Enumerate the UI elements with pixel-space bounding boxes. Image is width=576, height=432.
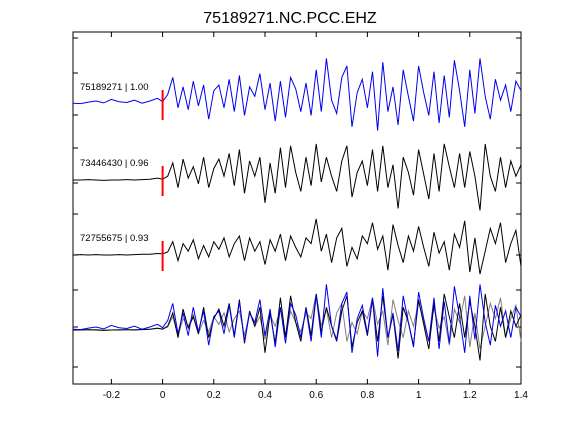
x-tick-label: 0.8 [360, 390, 374, 401]
trace-line [72, 58, 522, 131]
x-tick-label: 0.4 [258, 390, 272, 401]
x-tick-label: 0.2 [207, 390, 221, 401]
overlay-trace-line [72, 293, 522, 350]
x-axis-ticks: -0.2 0 0.2 0.4 0.6 0.8 1 1.2 1.4 [103, 32, 528, 401]
x-tick-label: 0.6 [309, 390, 323, 401]
x-tick-label: 0 [160, 390, 166, 401]
trace-label: 73446430 | 0.96 [80, 158, 149, 169]
overlay-traces [72, 284, 522, 361]
x-tick-label: 1 [416, 390, 422, 401]
x-tick-label: -0.2 [103, 390, 121, 401]
trace-line [73, 143, 522, 211]
overlay-trace-line [72, 284, 522, 357]
trace-line [72, 218, 522, 275]
overlay-trace-line [73, 293, 522, 361]
trace-label: 75189271 | 1.00 [80, 82, 149, 93]
x-tick-label: 1.2 [463, 390, 477, 401]
trace-label: 72755675 | 0.93 [80, 233, 149, 244]
y-axis-ticks [73, 37, 521, 385]
chart-title: 75189271.NC.PCC.EHZ [203, 10, 377, 27]
traces [72, 58, 522, 275]
plot-frame [72, 31, 522, 385]
trace-labels: 75189271 | 1.00 73446430 | 0.96 72755675 |… [80, 82, 149, 244]
x-tick-label: 1.4 [514, 390, 528, 401]
